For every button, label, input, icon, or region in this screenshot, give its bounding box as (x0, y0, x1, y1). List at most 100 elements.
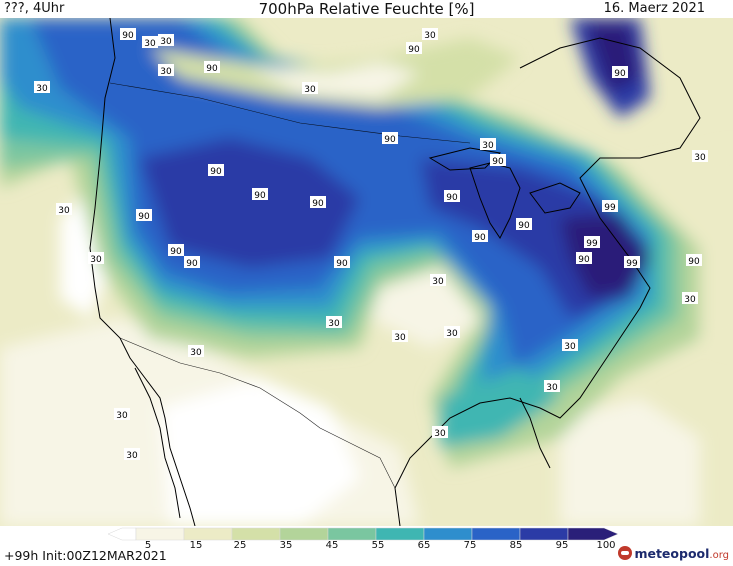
legend-swatch (423, 527, 473, 541)
contour-label: 30 (88, 252, 104, 265)
map-title: 700hPa Relative Feuchte [%] (258, 0, 475, 18)
legend-tick: 85 (510, 540, 523, 548)
svg-text:30: 30 (190, 348, 202, 358)
svg-text:90: 90 (170, 247, 182, 257)
contour-label: 30 (158, 34, 174, 47)
contour-label: 90 (406, 42, 422, 55)
contour-label: 90 (334, 256, 350, 269)
contour-label: 90 (208, 164, 224, 177)
contour-label: 90 (204, 61, 220, 74)
svg-text:99: 99 (586, 239, 598, 249)
contour-label: 90 (184, 256, 200, 269)
svg-text:30: 30 (328, 319, 340, 329)
contour-label: 30 (188, 345, 204, 358)
svg-text:90: 90 (408, 45, 420, 55)
contour-label: 90 (444, 190, 460, 203)
contour-label: 30 (34, 81, 50, 94)
contour-label: 90 (490, 154, 506, 167)
brand-name: meteopool (634, 546, 710, 561)
contour-label: 90 (136, 209, 152, 222)
model-run-label: +99h Init:00Z12MAR2021 (4, 548, 167, 563)
svg-text:30: 30 (546, 383, 558, 393)
color-legend: 5 15 25 35 45 55 65 75 85 95 100 (0, 526, 733, 566)
legend-swatch (471, 527, 521, 541)
legend-swatch (375, 527, 425, 541)
svg-text:90: 90 (446, 193, 458, 203)
contour-labels: 90 30 30 90 30 90 30 90 30 90 90 30 90 9… (34, 28, 708, 461)
svg-text:30: 30 (144, 39, 156, 49)
valid-time-label: ???, 4Uhr (4, 1, 65, 16)
legend-swatch (567, 527, 619, 541)
contour-label: 30 (692, 150, 708, 163)
contour-label: 30 (56, 203, 72, 216)
svg-text:30: 30 (694, 153, 706, 163)
svg-text:30: 30 (564, 342, 576, 352)
contour-label: 90 (472, 230, 488, 243)
legend-tick: 45 (326, 540, 339, 548)
svg-text:90: 90 (254, 191, 266, 201)
svg-text:90: 90 (122, 31, 134, 41)
svg-text:90: 90 (578, 255, 590, 265)
political-borders (109, 82, 471, 489)
svg-text:30: 30 (58, 206, 70, 216)
contour-label: 30 (422, 28, 438, 41)
legend-ticks: 5 15 25 35 45 55 65 75 85 95 100 (145, 540, 616, 548)
contour-label: 90 (516, 218, 532, 231)
legend-tick: 5 (145, 540, 151, 548)
svg-text:30: 30 (160, 37, 172, 47)
legend-tick: 65 (418, 540, 431, 548)
svg-text:30: 30 (36, 84, 48, 94)
legend-swatch (183, 527, 233, 541)
svg-text:90: 90 (518, 221, 530, 231)
svg-text:90: 90 (614, 69, 626, 79)
contour-label: 99 (602, 200, 618, 213)
humidity-field (0, 18, 733, 526)
contour-label: 30 (432, 426, 448, 439)
contour-label: 99 (584, 236, 600, 249)
svg-text:90: 90 (186, 259, 198, 269)
valid-date-label: 16. Maerz 2021 (603, 1, 705, 16)
contour-label: 30 (480, 138, 496, 151)
svg-text:99: 99 (626, 259, 638, 269)
svg-text:90: 90 (474, 233, 486, 243)
svg-text:90: 90 (492, 157, 504, 167)
legend-tick: 55 (372, 540, 385, 548)
contour-label: 90 (168, 244, 184, 257)
svg-text:90: 90 (312, 199, 324, 209)
svg-text:90: 90 (688, 257, 700, 267)
svg-text:30: 30 (126, 451, 138, 461)
contour-label: 90 (686, 254, 702, 267)
contour-label: 90 (120, 28, 136, 41)
map-header: ???, 4Uhr 700hPa Relative Feuchte [%] 16… (0, 0, 733, 20)
contour-label: 30 (302, 82, 318, 95)
contour-label: 90 (310, 196, 326, 209)
svg-text:30: 30 (684, 295, 696, 305)
svg-text:90: 90 (210, 167, 222, 177)
legend-tick: 100 (596, 540, 615, 548)
svg-text:30: 30 (160, 67, 172, 77)
contour-label: 30 (444, 326, 460, 339)
legend-swatch (107, 527, 137, 541)
contour-label: 30 (158, 64, 174, 77)
legend-swatch (279, 527, 329, 541)
contour-label: 30 (562, 339, 578, 352)
svg-text:30: 30 (424, 31, 436, 41)
contour-label: 30 (682, 292, 698, 305)
contour-label: 30 (392, 330, 408, 343)
svg-text:30: 30 (432, 277, 444, 287)
svg-text:30: 30 (394, 333, 406, 343)
contour-label: 90 (576, 252, 592, 265)
svg-text:30: 30 (304, 85, 316, 95)
svg-text:90: 90 (206, 64, 218, 74)
contour-label: 30 (430, 274, 446, 287)
contour-label: 30 (114, 408, 130, 421)
legend-tick: 25 (234, 540, 247, 548)
contour-label: 90 (382, 132, 398, 145)
svg-text:90: 90 (384, 135, 396, 145)
brand-logo[interactable]: meteopool.org (618, 546, 729, 561)
contour-label: 90 (612, 66, 628, 79)
contour-label: 30 (142, 36, 158, 49)
legend-swatches (107, 527, 619, 541)
legend-tick: 95 (556, 540, 569, 548)
